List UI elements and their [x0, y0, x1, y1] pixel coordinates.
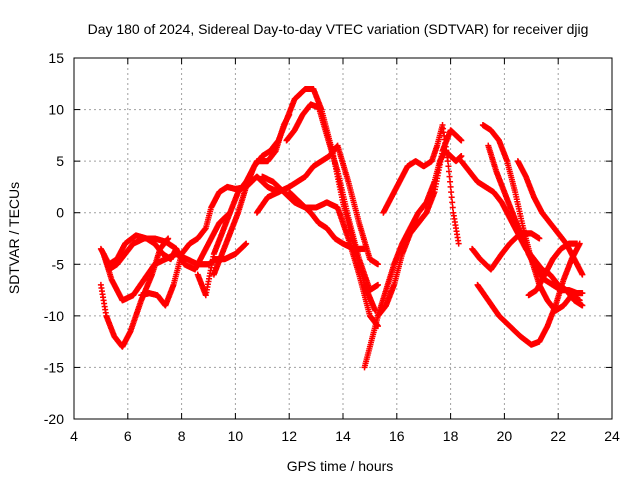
data-point — [576, 297, 583, 304]
data-point — [458, 152, 465, 159]
axis-ticks: 4 6 8 10 12 14 16 18 20 22 24 -20 -15 -10 -5 0 5 10 15 — [44, 50, 620, 444]
data-point — [458, 137, 465, 144]
data-point — [445, 163, 452, 170]
y-tick-label: -20 — [44, 411, 64, 427]
x-axis-label: GPS time / hours — [287, 458, 394, 474]
data-point — [445, 168, 452, 175]
chart-title: Day 180 of 2024, Sidereal Day-to-day VTE… — [88, 21, 589, 37]
y-tick-label: 0 — [56, 205, 64, 221]
data-point — [536, 235, 543, 242]
data-point — [579, 290, 586, 297]
data-point — [447, 183, 454, 190]
series-track-n — [380, 122, 462, 247]
series-track-p — [479, 122, 583, 314]
data-point — [448, 194, 455, 201]
x-tick-label: 6 — [124, 428, 132, 444]
series-track-t — [469, 230, 543, 273]
x-tick-label: 24 — [604, 428, 620, 444]
x-tick-label: 12 — [281, 428, 297, 444]
series-track-k — [286, 189, 368, 252]
data-point — [448, 189, 455, 196]
y-tick-label: 10 — [48, 102, 64, 118]
series-track-s — [514, 158, 586, 278]
x-tick-label: 16 — [389, 428, 405, 444]
data-point — [361, 245, 368, 252]
data-point — [449, 199, 456, 206]
data-point — [579, 271, 586, 278]
series-track-m — [374, 127, 465, 319]
y-tick-label: 15 — [48, 50, 64, 66]
x-tick-label: 14 — [335, 428, 351, 444]
data-point — [455, 240, 462, 247]
data-point — [374, 281, 381, 288]
data-point — [449, 204, 456, 211]
y-tick-label: -5 — [52, 256, 65, 272]
data-point — [374, 261, 381, 268]
x-tick-label: 22 — [550, 428, 566, 444]
x-tick-label: 18 — [443, 428, 459, 444]
data-point — [579, 302, 586, 309]
y-axis-label: SDTVAR / TECUs — [6, 182, 22, 294]
data-point — [447, 178, 454, 185]
x-tick-label: 4 — [70, 428, 78, 444]
data-point — [444, 158, 451, 165]
series-track-u — [525, 240, 581, 299]
x-tick-label: 8 — [178, 428, 186, 444]
x-tick-label: 20 — [497, 428, 513, 444]
x-tick-label: 10 — [228, 428, 244, 444]
data-point — [243, 240, 250, 247]
y-tick-label: 5 — [56, 153, 64, 169]
data-point — [446, 173, 453, 180]
series-track-e — [138, 173, 282, 309]
data-point — [574, 240, 581, 247]
data-points — [97, 85, 586, 371]
y-tick-label: -15 — [44, 359, 64, 375]
y-tick-label: -10 — [44, 308, 64, 324]
series-track-i — [283, 101, 381, 294]
